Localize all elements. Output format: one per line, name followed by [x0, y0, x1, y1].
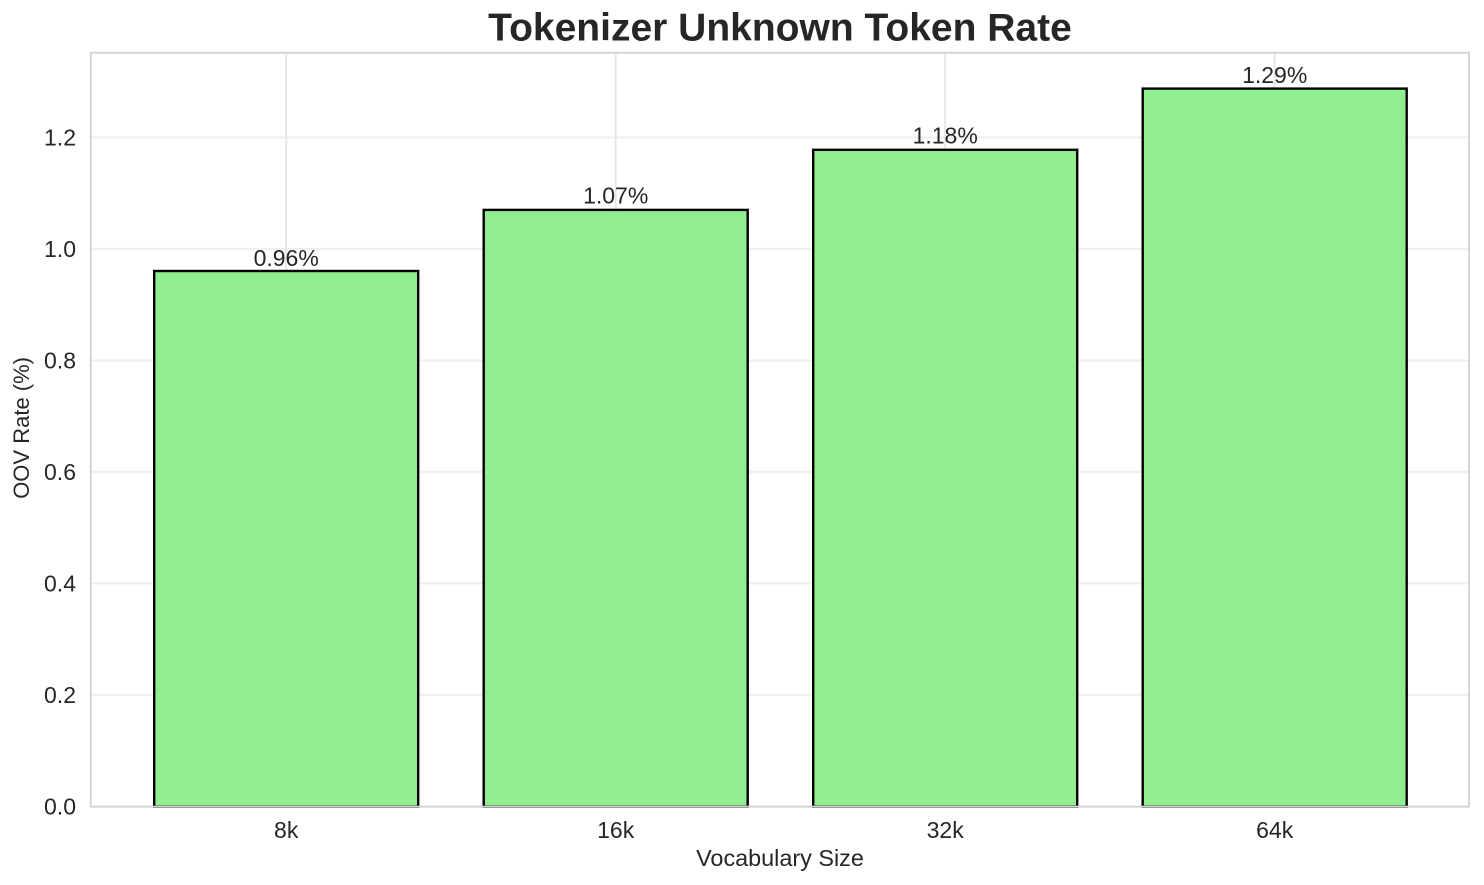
svg-text:64k: 64k [1256, 817, 1294, 843]
svg-text:8k: 8k [274, 817, 299, 843]
svg-text:1.29%: 1.29% [1242, 62, 1307, 88]
svg-text:0.4: 0.4 [44, 571, 76, 597]
svg-text:0.0: 0.0 [44, 794, 76, 820]
svg-text:0.2: 0.2 [44, 682, 76, 708]
svg-text:32k: 32k [927, 817, 965, 843]
svg-text:1.0: 1.0 [44, 236, 76, 262]
svg-text:1.18%: 1.18% [913, 123, 978, 149]
svg-text:1.2: 1.2 [44, 125, 76, 151]
svg-text:0.96%: 0.96% [254, 245, 319, 271]
svg-text:Tokenizer Unknown Token Rate: Tokenizer Unknown Token Rate [488, 7, 1072, 50]
svg-text:1.07%: 1.07% [583, 183, 648, 209]
svg-text:0.8: 0.8 [44, 348, 76, 374]
svg-text:Vocabulary Size: Vocabulary Size [696, 845, 864, 871]
svg-text:OOV Rate (%): OOV Rate (%) [9, 357, 34, 499]
svg-text:16k: 16k [597, 817, 635, 843]
svg-text:0.6: 0.6 [44, 459, 76, 485]
